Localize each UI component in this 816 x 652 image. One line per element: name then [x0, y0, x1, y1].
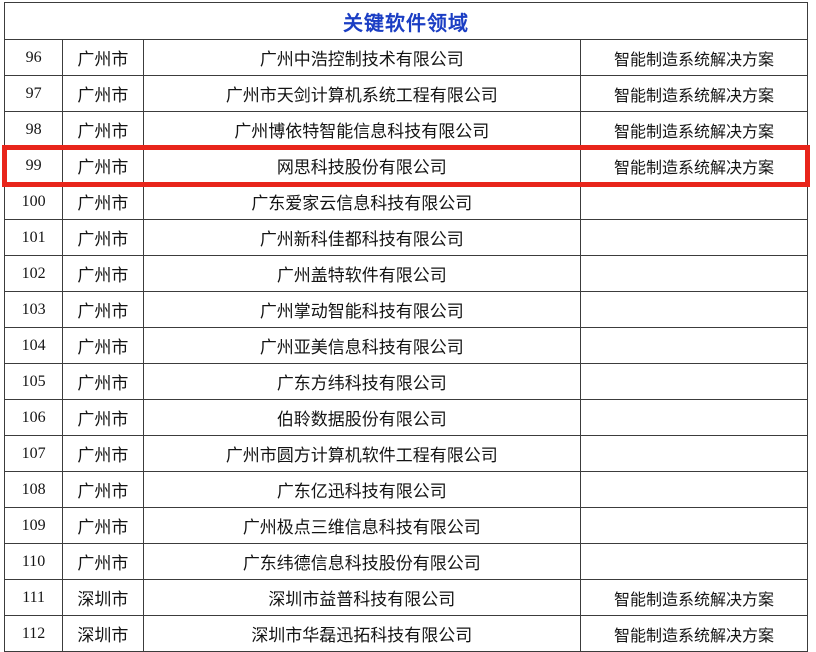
cell-company-name: 广州中浩控制技术有限公司 — [142, 39, 582, 76]
cell-software-field — [580, 507, 808, 544]
cell-row-number: 104 — [3, 327, 64, 364]
cell-city: 广州市 — [62, 111, 144, 148]
cell-software-field: 智能制造系统解决方案 — [580, 75, 808, 112]
cell-city: 广州市 — [62, 507, 144, 544]
cell-company-name: 深圳市华磊迅拓科技有限公司 — [142, 615, 582, 652]
cell-software-field: 智能制造系统解决方案 — [580, 615, 808, 652]
cell-company-name: 伯聆数据股份有限公司 — [142, 399, 582, 436]
cell-row-number: 112 — [3, 615, 64, 652]
cell-city: 广州市 — [62, 399, 144, 436]
cell-company-name: 广东爱家云信息科技有限公司 — [142, 183, 582, 220]
cell-company-name: 广州市天剑计算机系统工程有限公司 — [142, 75, 582, 112]
key-software-field-table: 关键软件领域 96 广州市 广州中浩控制技术有限公司 智能制造系统解决方案 97 广州市广… — [3, 2, 808, 652]
cell-company-name: 广州盖特软件有限公司 — [142, 255, 582, 292]
cell-software-field: 智能制造系统解决方案 — [580, 147, 808, 184]
cell-company-name: 广州掌动智能科技有限公司 — [142, 291, 582, 328]
cell-city: 广州市 — [62, 543, 144, 580]
cell-row-number: 99 — [3, 147, 64, 184]
cell-row-number: 103 — [3, 291, 64, 328]
table-row[interactable]: 103 广州市 广州掌动智能科技有限公司 — [3, 291, 808, 328]
cell-company-name: 网思科技股份有限公司 — [142, 147, 582, 184]
table-row[interactable]: 107 广州市 广州市圆方计算机软件工程有限公司 — [3, 435, 808, 472]
cell-city: 广州市 — [62, 75, 144, 112]
cell-row-number: 106 — [3, 399, 64, 436]
cell-city: 广州市 — [62, 39, 144, 76]
table-row[interactable]: 105 广州市 广东方纬科技有限公司 — [3, 363, 808, 400]
cell-row-number: 107 — [3, 435, 64, 472]
table-row[interactable]: 106 广州市 伯聆数据股份有限公司 — [3, 399, 808, 436]
table-row[interactable]: 98 广州市 广州博依特智能信息科技有限公司 智能制造系统解决方案 — [3, 111, 808, 148]
cell-row-number: 109 — [3, 507, 64, 544]
cell-software-field — [580, 219, 808, 256]
cell-row-number: 100 — [3, 183, 64, 220]
cell-city: 深圳市 — [62, 579, 144, 616]
cell-row-number: 108 — [3, 471, 64, 508]
cell-row-number: 101 — [3, 219, 64, 256]
cell-company-name: 广州亚美信息科技有限公司 — [142, 327, 582, 364]
table-row[interactable]: 111 深圳市 深圳市益普科技有限公司 智能制造系统解决方案 — [3, 579, 808, 616]
cell-software-field — [580, 399, 808, 436]
table-row[interactable]: 102 广州市 广州盖特软件有限公司 — [3, 255, 808, 292]
table-row[interactable]: 100 广州市 广东爱家云信息科技有限公司 — [3, 183, 808, 220]
table-row[interactable]: 109 广州市 广州极点三维信息科技有限公司 — [3, 507, 808, 544]
cell-company-name: 深圳市益普科技有限公司 — [142, 579, 582, 616]
table-row[interactable]: 96 广州市 广州中浩控制技术有限公司 智能制造系统解决方案 — [3, 39, 808, 76]
cell-city: 广州市 — [62, 147, 144, 184]
cell-software-field — [580, 291, 808, 328]
cell-software-field — [580, 183, 808, 220]
cell-row-number: 111 — [3, 579, 64, 616]
cell-city: 广州市 — [62, 291, 144, 328]
cell-city: 广州市 — [62, 363, 144, 400]
cell-software-field: 智能制造系统解决方案 — [580, 579, 808, 616]
table-row[interactable]: 110 广州市 广东纬德信息科技股份有限公司 — [3, 543, 808, 580]
cell-city: 广州市 — [62, 219, 144, 256]
cell-city: 广州市 — [62, 327, 144, 364]
cell-company-name: 广东纬德信息科技股份有限公司 — [142, 543, 582, 580]
cell-city: 广州市 — [62, 471, 144, 508]
cell-software-field — [580, 435, 808, 472]
table-title: 关键软件领域 — [4, 2, 808, 40]
cell-company-name: 广东亿迅科技有限公司 — [142, 471, 582, 508]
table-row[interactable]: 108 广州市 广东亿迅科技有限公司 — [3, 471, 808, 508]
cell-software-field — [580, 255, 808, 292]
table-body: 关键软件领域 96 广州市 广州中浩控制技术有限公司 智能制造系统解决方案 97 广州市广… — [3, 2, 808, 652]
table-row[interactable]: 99 广州市 网思科技股份有限公司 智能制造系统解决方案 — [3, 147, 808, 184]
table-row[interactable]: 112 深圳市 深圳市华磊迅拓科技有限公司 智能制造系统解决方案 — [3, 615, 808, 652]
cell-row-number: 98 — [3, 111, 64, 148]
cell-software-field — [580, 471, 808, 508]
cell-software-field — [580, 363, 808, 400]
cell-software-field — [580, 327, 808, 364]
cell-row-number: 97 — [3, 75, 64, 112]
cell-software-field: 智能制造系统解决方案 — [580, 39, 808, 76]
table-row[interactable]: 97 广州市 广州市天剑计算机系统工程有限公司 智能制造系统解决方案 — [3, 75, 808, 112]
cell-row-number: 105 — [3, 363, 64, 400]
cell-row-number: 102 — [3, 255, 64, 292]
cell-city: 广州市 — [62, 255, 144, 292]
table-row[interactable]: 101 广州市 广州新科佳都科技有限公司 — [3, 219, 808, 256]
cell-company-name: 广州博依特智能信息科技有限公司 — [142, 111, 582, 148]
table-title-row: 关键软件领域 — [4, 2, 808, 40]
cell-software-field — [580, 543, 808, 580]
cell-company-name: 广州市圆方计算机软件工程有限公司 — [142, 435, 582, 472]
cell-software-field: 智能制造系统解决方案 — [580, 111, 808, 148]
cell-row-number: 110 — [3, 543, 64, 580]
cell-company-name: 广州新科佳都科技有限公司 — [142, 219, 582, 256]
cell-city: 广州市 — [62, 183, 144, 220]
cell-city: 深圳市 — [62, 615, 144, 652]
cell-company-name: 广东方纬科技有限公司 — [142, 363, 582, 400]
cell-row-number: 96 — [3, 39, 64, 76]
cell-company-name: 广州极点三维信息科技有限公司 — [142, 507, 582, 544]
cell-city: 广州市 — [62, 435, 144, 472]
table-row[interactable]: 104 广州市 广州亚美信息科技有限公司 — [3, 327, 808, 364]
